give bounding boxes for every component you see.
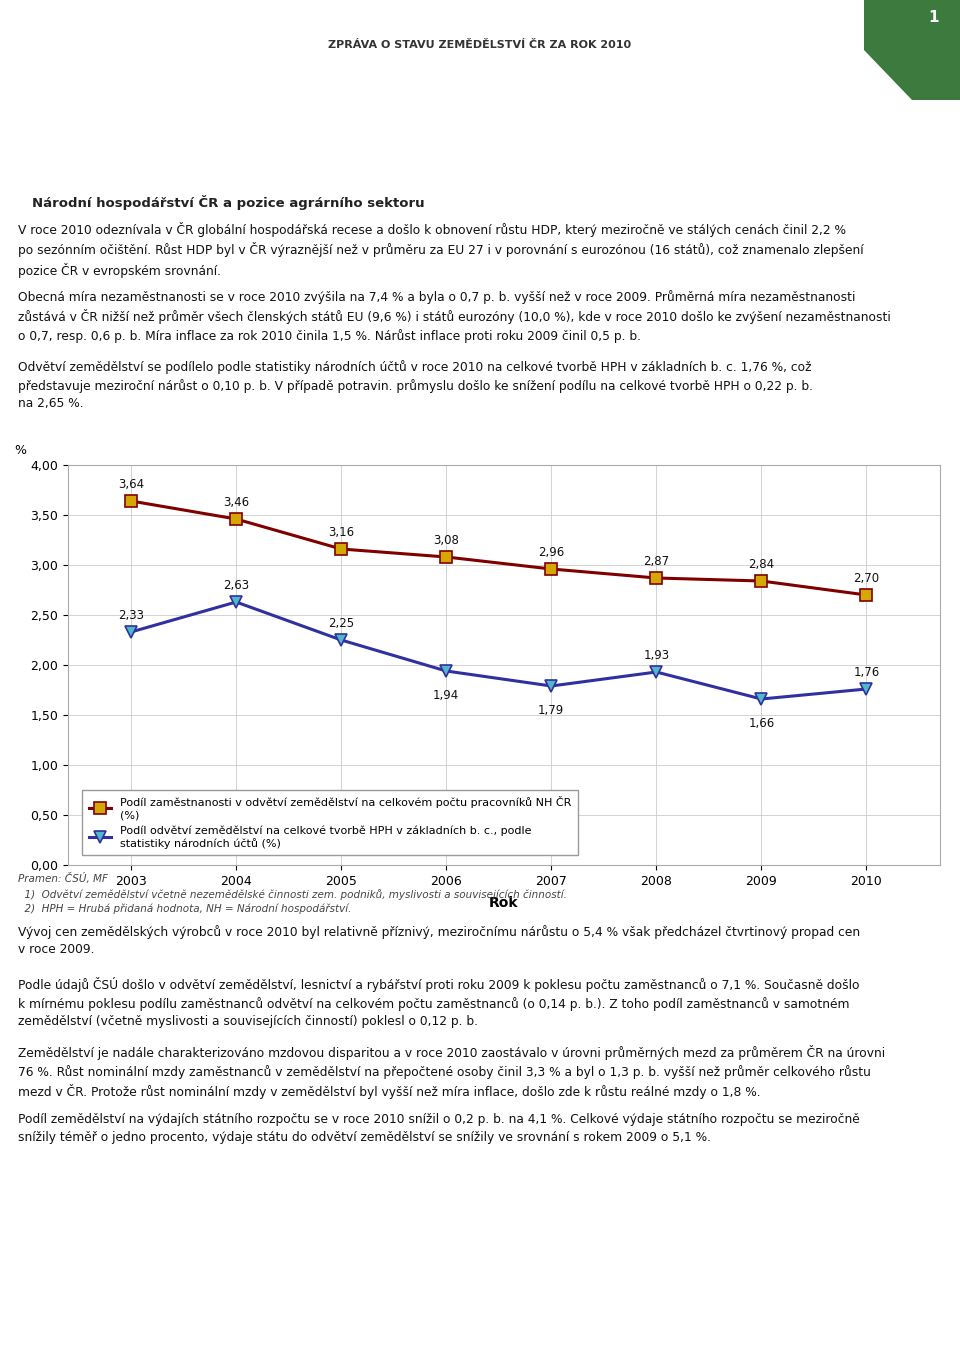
Text: 1,76: 1,76 (853, 667, 879, 679)
Text: 3,16: 3,16 (328, 526, 354, 539)
Text: SOUHRN KE ZPRÁVĚ O STAVU ZEMĚDĚLSTVÍ ČR ZA ROK 2010: SOUHRN KE ZPRÁVĚ O STAVU ZEMĚDĚLSTVÍ ČR … (32, 144, 646, 162)
Podíl zaměstnanosti v odvětví zemědělství na celkovém počtu pracovníků NH ČR
(%) (651, 570, 662, 586)
Text: 1: 1 (928, 11, 939, 26)
Text: Podíl zemědělství na výdajích státního rozpočtu se v roce 2010 snížil o 0,2 p. b: Podíl zemědělství na výdajích státního r… (18, 1113, 860, 1143)
Text: 1,66: 1,66 (748, 717, 775, 730)
Podíl odvětví zemědělství na celkové tvorbě HPH v základních b. c., podle
statistiky národních účtů (%) (335, 631, 347, 648)
Text: 2,84: 2,84 (749, 559, 775, 571)
Podíl zaměstnanosti v odvětví zemědělství na celkovém počtu pracovníků NH ČR
(%) (125, 493, 136, 509)
Podíl zaměstnanosti v odvětví zemědělství na celkovém počtu pracovníků NH ČR
(%) (861, 587, 873, 604)
Text: 3,08: 3,08 (433, 534, 459, 548)
Text: 2,70: 2,70 (853, 572, 879, 586)
Podíl odvětví zemědělství na celkové tvorbě HPH v základních b. c., podle
statistiky národních účtů (%) (441, 663, 452, 679)
Legend: Podíl zaměstnanosti v odvětví zemědělství na celkovém počtu pracovníků NH ČR
(%): Podíl zaměstnanosti v odvětví zemědělstv… (83, 790, 578, 856)
Text: Podle údajů ČSÚ došlo v odvětví zemědělství, lesnictví a rybářství proti roku 20: Podle údajů ČSÚ došlo v odvětví zeměděls… (18, 977, 859, 1028)
Line: Podíl odvětví zemědělství na celkové tvorbě HPH v základních b. c., podle
statistiky národních účtů (%): Podíl odvětví zemědělství na celkové tvo… (125, 596, 873, 705)
Text: 2)  HPH = Hrubá přidaná hodnota, NH = Národní hospodářství.: 2) HPH = Hrubá přidaná hodnota, NH = Nár… (18, 904, 351, 913)
Text: ZPRÁVA O STAVU ZEMĚDĚLSTVÍ ČR ZA ROK 2010: ZPRÁVA O STAVU ZEMĚDĚLSTVÍ ČR ZA ROK 201… (328, 40, 632, 51)
X-axis label: Rok: Rok (490, 897, 518, 910)
Text: V roce 2010 odeznívala v ČR globální hospodářská recese a došlo k obnovení růstu: V roce 2010 odeznívala v ČR globální hos… (18, 222, 864, 278)
Text: 2,96: 2,96 (539, 546, 564, 560)
Text: Obecná míra nezaměstnanosti se v roce 2010 zvýšila na 7,4 % a byla o 0,7 p. b. v: Obecná míra nezaměstnanosti se v roce 20… (18, 290, 891, 344)
Text: 1,94: 1,94 (433, 689, 459, 702)
Text: Vývoj cen zemědělských výrobců v roce 2010 byl relativně příznivý, meziročnímu n: Vývoj cen zemědělských výrobců v roce 20… (18, 925, 860, 957)
Podíl odvětví zemědělství na celkové tvorbě HPH v základních b. c., podle
statistiky národních účtů (%) (125, 624, 136, 641)
Podíl odvětví zemědělství na celkové tvorbě HPH v základních b. c., podle
statistiky národních účtů (%) (756, 691, 767, 708)
Podíl odvětví zemědělství na celkové tvorbě HPH v základních b. c., podle
statistiky národních účtů (%) (545, 678, 557, 694)
Text: Pramen: ČSÚ, MF: Pramen: ČSÚ, MF (18, 873, 108, 884)
Text: 2,87: 2,87 (643, 556, 669, 568)
Line: Podíl zaměstnanosti v odvětví zemědělství na celkovém počtu pracovníků NH ČR
(%): Podíl zaměstnanosti v odvětví zemědělstv… (125, 494, 873, 601)
Podíl odvětví zemědělství na celkové tvorbě HPH v základních b. c., podle
statistiky národních účtů (%) (861, 680, 873, 697)
Text: Národní hospodářství ČR a pozice agrárního sektoru: Národní hospodářství ČR a pozice agrární… (32, 194, 424, 209)
Text: 1)  Odvětví zemědělství včetně nezemědělské činnosti zem. podniků, myslivosti a : 1) Odvětví zemědělství včetně nezeměděls… (18, 888, 566, 899)
Text: 3,46: 3,46 (223, 497, 250, 509)
Text: Zemědělství je nadále charakterizováno mzdovou disparitou a v roce 2010 zaostáva: Zemědělství je nadále charakterizováno m… (18, 1045, 885, 1099)
Podíl zaměstnanosti v odvětví zemědělství na celkovém počtu pracovníků NH ČR
(%) (545, 561, 557, 578)
Text: 1,93: 1,93 (643, 649, 669, 663)
Text: 3,64: 3,64 (118, 478, 144, 491)
Podíl zaměstnanosti v odvětví zemědělství na celkovém počtu pracovníků NH ČR
(%) (756, 572, 767, 589)
Text: Odvětví zemědělství se podílelo podle statistiky národních účtů v roce 2010 na c: Odvětví zemědělství se podílelo podle st… (18, 360, 813, 411)
Text: 2,63: 2,63 (223, 579, 250, 593)
Podíl zaměstnanosti v odvětví zemědělství na celkovém počtu pracovníků NH ČR
(%) (441, 549, 452, 565)
Text: 2,25: 2,25 (328, 617, 354, 630)
Text: 2,33: 2,33 (118, 609, 144, 623)
Podíl odvětví zemědělství na celkové tvorbě HPH v základních b. c., podle
statistiky národních účtů (%) (230, 594, 242, 611)
Text: 1,79: 1,79 (539, 704, 564, 717)
Y-axis label: %: % (14, 444, 26, 457)
Podíl zaměstnanosti v odvětví zemědělství na celkovém počtu pracovníků NH ČR
(%) (230, 511, 242, 527)
Polygon shape (864, 0, 960, 100)
Text: Pozice odvětví zemědělství v rámci národního hospodářství ČR: Pozice odvětví zemědělství v rámci národ… (29, 438, 500, 453)
Podíl odvětví zemědělství na celkové tvorbě HPH v základních b. c., podle
statistiky národních účtů (%) (651, 664, 662, 680)
Podíl zaměstnanosti v odvětví zemědělství na celkovém počtu pracovníků NH ČR
(%) (335, 541, 347, 557)
